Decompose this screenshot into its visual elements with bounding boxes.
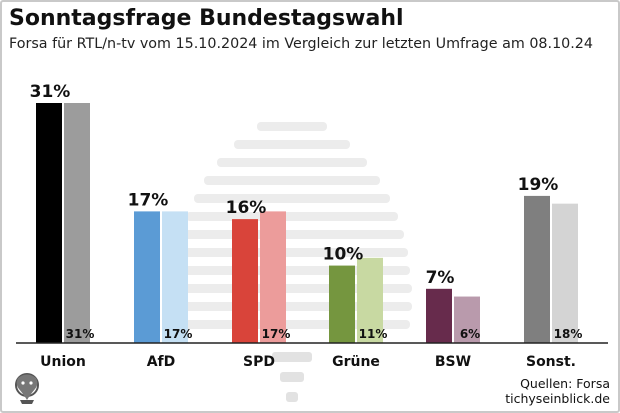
category-label: Union bbox=[40, 354, 86, 370]
value-label-current: 16% bbox=[226, 198, 267, 218]
chart-subtitle: Forsa für RTL/n-tv vom 15.10.2024 im Ver… bbox=[9, 36, 594, 52]
value-label-previous: 11% bbox=[359, 327, 388, 341]
value-label-previous: 18% bbox=[554, 327, 583, 341]
website-line: tichyseinblick.de bbox=[505, 391, 610, 406]
lion-logo-icon bbox=[15, 373, 39, 404]
bar-current bbox=[426, 288, 452, 343]
category-label: SPD bbox=[243, 354, 275, 370]
bar-current bbox=[36, 103, 62, 343]
value-label-current: 17% bbox=[128, 190, 169, 210]
value-label-previous: 17% bbox=[262, 327, 291, 341]
bar-previous bbox=[552, 203, 578, 343]
value-label-previous: 6% bbox=[460, 327, 480, 341]
value-label-current: 10% bbox=[323, 245, 364, 265]
bar-previous bbox=[454, 296, 480, 343]
category-label: BSW bbox=[435, 354, 471, 370]
bar-current bbox=[134, 211, 160, 343]
bar-current bbox=[329, 265, 355, 343]
category-label: Grüne bbox=[332, 354, 380, 370]
category-label: Sonst. bbox=[526, 354, 576, 370]
value-label-previous: 17% bbox=[164, 327, 193, 341]
bar-current bbox=[524, 195, 550, 343]
chart-title: Sonntagsfrage Bundestagswahl bbox=[9, 6, 404, 31]
value-label-current: 19% bbox=[518, 175, 559, 195]
bar-previous bbox=[260, 211, 286, 343]
value-label-previous: 31% bbox=[66, 327, 95, 341]
value-label-current: 31% bbox=[30, 82, 71, 102]
value-label-current: 7% bbox=[426, 268, 455, 288]
sources-line: Quellen: Forsa bbox=[520, 376, 610, 391]
bar-current bbox=[232, 219, 258, 343]
bar-previous bbox=[64, 103, 90, 343]
bar-previous bbox=[357, 257, 383, 343]
bar-previous bbox=[162, 211, 188, 343]
sources-note: Quellen: Forsa tichyseinblick.de bbox=[505, 376, 610, 406]
category-label: AfD bbox=[147, 354, 176, 370]
